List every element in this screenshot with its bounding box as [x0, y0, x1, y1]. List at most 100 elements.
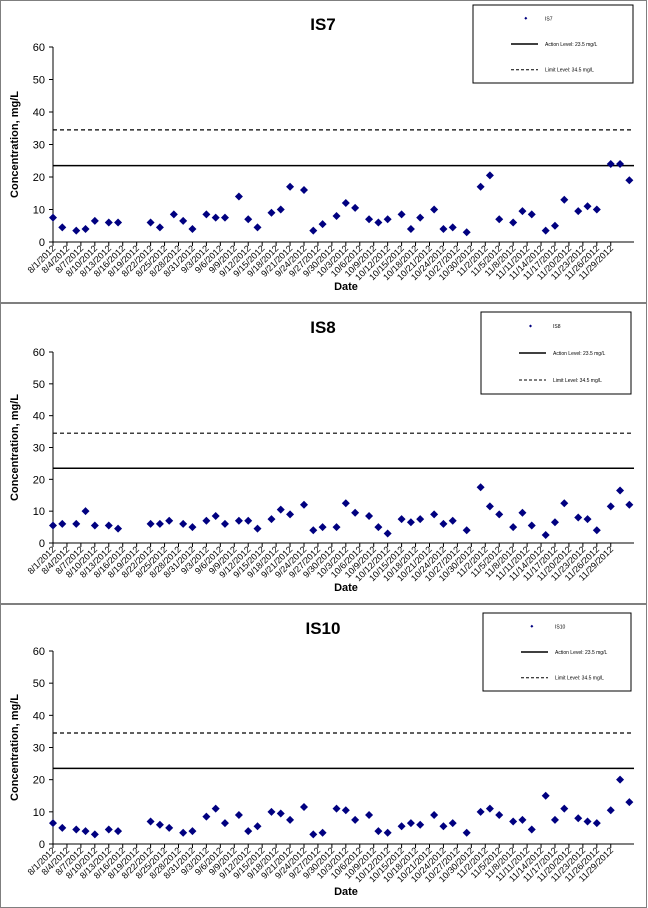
- x-axis-label: Date: [334, 281, 358, 293]
- y-tick-label: 0: [39, 538, 45, 550]
- data-point: [90, 521, 99, 530]
- data-point: [211, 213, 220, 222]
- data-point: [383, 215, 392, 224]
- data-point: [518, 508, 527, 517]
- data-point: [49, 521, 57, 530]
- data-point: [485, 502, 494, 511]
- data-point: [462, 526, 471, 535]
- data-point: [267, 208, 276, 217]
- y-tick-label: 40: [33, 411, 45, 423]
- y-tick-label: 20: [33, 474, 45, 486]
- data-point: [155, 519, 164, 528]
- data-point: [616, 486, 625, 495]
- data-point: [244, 516, 253, 525]
- data-point: [104, 825, 113, 834]
- data-point: [299, 803, 308, 812]
- y-tick-label: 60: [33, 347, 45, 359]
- y-tick-label: 50: [33, 75, 45, 87]
- data-point: [583, 817, 592, 826]
- data-point: [188, 225, 197, 233]
- data-point: [485, 804, 494, 813]
- data-point: [58, 823, 67, 832]
- data-point: [72, 519, 81, 528]
- data-point: [49, 819, 57, 828]
- data-point: [276, 809, 285, 818]
- data-point: [518, 207, 527, 216]
- data-point: [606, 806, 615, 815]
- data-point: [374, 523, 383, 532]
- data-point: [104, 218, 113, 227]
- data-point: [253, 822, 262, 831]
- data-point: [234, 811, 243, 820]
- legend-label: Action Level: 23.5 mg/L: [553, 351, 605, 357]
- data-point: [383, 529, 392, 538]
- data-point: [202, 516, 211, 525]
- data-point: [606, 502, 615, 511]
- x-axis-label: Date: [334, 582, 358, 594]
- legend-label: Limit Level: 34.5 mg/L: [555, 676, 604, 682]
- legend-label: Limit Level: 34.5 mg/L: [553, 378, 602, 384]
- axes: 01020304050608/1/20128/4/20128/7/20128/1…: [26, 646, 634, 884]
- data-point: [341, 499, 350, 508]
- data-point: [365, 811, 374, 820]
- data-point: [169, 210, 178, 219]
- y-tick-label: 20: [33, 775, 45, 787]
- data-point: [332, 804, 341, 813]
- data-point: [495, 215, 504, 224]
- data-point: [81, 827, 90, 836]
- data-points: [49, 775, 634, 839]
- y-tick-label: 30: [33, 140, 45, 152]
- data-point: [211, 511, 220, 520]
- data-point: [397, 210, 406, 219]
- data-point: [476, 483, 485, 492]
- y-tick-label: 50: [33, 379, 45, 391]
- chart-svg: IS1001020304050608/1/20128/4/20128/7/201…: [9, 612, 634, 898]
- y-tick-label: 60: [33, 42, 45, 54]
- data-point: [234, 516, 243, 525]
- data-point: [276, 205, 285, 214]
- legend-marker: [524, 16, 528, 20]
- data-point: [90, 830, 99, 839]
- data-point: [583, 202, 592, 211]
- data-point: [625, 176, 634, 185]
- data-point: [351, 508, 360, 517]
- chart-svg: IS801020304050608/1/20128/4/20128/7/2012…: [9, 311, 634, 594]
- data-point: [155, 820, 164, 829]
- data-point: [476, 807, 485, 816]
- data-point: [495, 811, 504, 820]
- data-point: [309, 226, 318, 235]
- data-point: [332, 523, 341, 532]
- data-point: [165, 823, 174, 832]
- legend-label: Action Level: 23.5 mg/L: [555, 650, 607, 656]
- data-point: [476, 182, 485, 191]
- data-point: [430, 510, 439, 519]
- data-point: [625, 500, 634, 509]
- data-point: [527, 825, 536, 834]
- data-point: [518, 815, 527, 824]
- data-point: [220, 519, 229, 528]
- data-point: [448, 819, 457, 828]
- data-point: [286, 815, 295, 824]
- y-axis-label: Concentration, mg/L: [9, 694, 21, 801]
- data-point: [188, 523, 197, 532]
- y-tick-label: 10: [33, 506, 45, 518]
- data-point: [560, 195, 569, 204]
- data-point: [81, 225, 90, 233]
- data-point: [267, 807, 276, 816]
- data-point: [276, 505, 285, 514]
- data-point: [351, 815, 360, 824]
- data-point: [146, 817, 155, 826]
- data-point: [560, 804, 569, 813]
- legend-label: Action Level: 23.5 mg/L: [545, 42, 597, 48]
- data-point: [416, 515, 425, 524]
- legend-label: IS7: [545, 16, 553, 22]
- data-point: [188, 827, 197, 836]
- legend-box: [480, 311, 632, 395]
- chart-panel-is8: IS8 0 10 20 30 40 50 60 8/1/2012 8/4/2012 8/7/2012…: [0, 303, 647, 604]
- data-point: [448, 223, 457, 232]
- data-point: [179, 828, 188, 837]
- data-point: [72, 825, 81, 834]
- data-point: [104, 521, 113, 530]
- data-point: [541, 791, 550, 800]
- data-point: [72, 226, 81, 235]
